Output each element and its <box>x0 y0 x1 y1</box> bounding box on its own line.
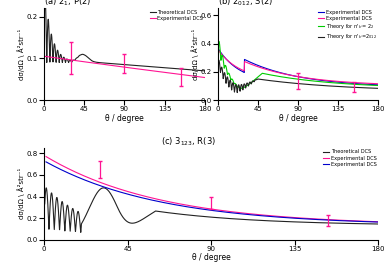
Experimental DCS <box>144 68 149 72</box>
Theoretical DCS <box>199 69 204 72</box>
Theory for n$'_{k'}$= 2$_2$ <box>215 46 220 49</box>
Theory for n$'_{k'}$=2$_{012}$ <box>284 81 289 84</box>
Experimental DCS <box>43 55 47 58</box>
Experimental DCS <box>245 213 250 216</box>
Theory for n$'_{k'}$=2$_{012}$ <box>215 61 220 65</box>
Y-axis label: dσ/dΩ \ Å²str⁻¹: dσ/dΩ \ Å²str⁻¹ <box>191 28 199 80</box>
Y-axis label: dσ/dΩ \ Å²str⁻¹: dσ/dΩ \ Å²str⁻¹ <box>18 28 25 80</box>
Theory for n$'_{k'}$=2$_{012}$ <box>235 91 240 94</box>
Theoretical DCS <box>78 231 83 234</box>
Experimental DCS <box>53 56 57 59</box>
Experimental DCS <box>64 170 69 174</box>
Experimental DCS <box>313 78 318 81</box>
Theoretical DCS <box>60 58 65 62</box>
Theoretical DCS <box>104 61 108 65</box>
Line: Theoretical DCS: Theoretical DCS <box>45 188 378 232</box>
Experimental DCS <box>354 82 358 85</box>
Experimental DCS <box>44 155 48 158</box>
Experimental DCS <box>318 78 323 81</box>
Line: Theory for n$'_{k'}$= 2$_2$: Theory for n$'_{k'}$= 2$_2$ <box>218 41 378 89</box>
Theoretical DCS <box>376 222 381 226</box>
Experimental DCS <box>216 49 221 52</box>
X-axis label: θ / degree: θ / degree <box>192 253 230 262</box>
Legend: Theoretical DCS, Experimental DCS, Experimental DCS: Theoretical DCS, Experimental DCS, Exper… <box>323 149 377 167</box>
Theoretical DCS <box>100 186 105 190</box>
Experimental DCS <box>255 214 260 217</box>
X-axis label: θ / degree: θ / degree <box>105 114 144 123</box>
Theoretical DCS <box>369 222 374 226</box>
Theoretical DCS <box>170 212 175 215</box>
Experimental DCS <box>237 211 241 214</box>
Experimental DCS <box>296 217 300 220</box>
Theory for n$'_{k'}$= 2$_2$ <box>234 83 238 86</box>
Line: Experimental DCS: Experimental DCS <box>46 162 378 222</box>
Experimental DCS <box>136 67 140 70</box>
Experimental DCS <box>226 60 231 63</box>
Text: (c) 3$_{123}$, R(3): (c) 3$_{123}$, R(3) <box>161 135 216 148</box>
Experimental DCS <box>226 59 231 63</box>
Theory for n$'_{k'}$=2$_{012}$ <box>234 84 238 87</box>
Experimental DCS <box>180 73 185 76</box>
Text: (a) 2$_1$, P(2): (a) 2$_1$, P(2) <box>44 0 91 8</box>
Legend: Experimental DCS, Experimental DCS, Theory for n$'_{k'}$= 2$_2$, Theory for n$'_: Experimental DCS, Experimental DCS, Theo… <box>318 10 377 41</box>
Theory for n$'_{k'}$= 2$_2$ <box>238 87 243 90</box>
Line: Experimental DCS: Experimental DCS <box>218 49 378 85</box>
Experimental DCS <box>140 68 144 71</box>
Experimental DCS <box>255 213 260 216</box>
Experimental DCS <box>354 81 358 84</box>
X-axis label: θ / degree: θ / degree <box>278 114 317 123</box>
Experimental DCS <box>376 220 381 223</box>
Theory for n$'_{k'}$=2$_{012}$ <box>373 87 377 90</box>
Theory for n$'_{k'}$=2$_{012}$ <box>356 86 360 89</box>
Experimental DCS <box>376 220 381 224</box>
Experimental DCS <box>376 83 381 87</box>
Y-axis label: dσ/dΩ \ Å²str⁻¹: dσ/dΩ \ Å²str⁻¹ <box>18 168 25 219</box>
Experimental DCS <box>338 81 342 84</box>
Theoretical DCS <box>111 62 115 65</box>
Theoretical DCS <box>101 186 106 190</box>
Theoretical DCS <box>70 59 74 63</box>
Experimental DCS <box>309 77 314 80</box>
Experimental DCS <box>237 212 241 215</box>
Theoretical DCS <box>334 221 338 225</box>
Experimental DCS <box>64 166 69 169</box>
Experimental DCS <box>202 76 207 79</box>
Experimental DCS <box>318 79 323 82</box>
Experimental DCS <box>330 218 334 221</box>
Experimental DCS <box>216 48 221 51</box>
Experimental DCS <box>296 216 300 219</box>
Theory for n$'_{k'}$= 2$_2$ <box>373 84 377 87</box>
Text: (b) 2$_{012}$, S(2): (b) 2$_{012}$, S(2) <box>218 0 273 8</box>
Legend: Theoretical DCS, Experimental DCS: Theoretical DCS, Experimental DCS <box>150 10 203 21</box>
Line: Theory for n$'_{k'}$=2$_{012}$: Theory for n$'_{k'}$=2$_{012}$ <box>218 60 378 93</box>
Line: Experimental DCS: Experimental DCS <box>46 156 378 222</box>
Theory for n$'_{k'}$=2$_{012}$ <box>243 85 248 89</box>
Theory for n$'_{k'}$= 2$_2$ <box>284 76 289 79</box>
Theoretical DCS <box>42 10 47 14</box>
Theory for n$'_{k'}$=2$_{012}$ <box>376 87 381 90</box>
Theory for n$'_{k'}$= 2$_2$ <box>277 75 282 78</box>
Line: Experimental DCS: Experimental DCS <box>218 50 378 84</box>
Theoretical DCS <box>182 68 187 71</box>
Theory for n$'_{k'}$=2$_{012}$ <box>217 58 221 62</box>
Line: Experimental DCS: Experimental DCS <box>45 56 205 78</box>
Experimental DCS <box>44 160 48 164</box>
Experimental DCS <box>164 71 169 74</box>
Theoretical DCS <box>185 213 190 216</box>
Theory for n$'_{k'}$= 2$_2$ <box>217 40 221 43</box>
Experimental DCS <box>245 212 250 215</box>
Line: Theoretical DCS: Theoretical DCS <box>45 0 205 71</box>
Theoretical DCS <box>202 69 207 73</box>
Theory for n$'_{k'}$= 2$_2$ <box>243 85 248 88</box>
Theoretical DCS <box>42 202 47 206</box>
Theory for n$'_{k'}$=2$_{012}$ <box>277 80 282 83</box>
Experimental DCS <box>309 77 314 81</box>
Experimental DCS <box>376 82 381 85</box>
Theoretical DCS <box>81 220 85 223</box>
Experimental DCS <box>313 78 318 81</box>
Experimental DCS <box>338 80 342 83</box>
Theory for n$'_{k'}$= 2$_2$ <box>356 83 360 86</box>
Experimental DCS <box>330 219 334 222</box>
Theory for n$'_{k'}$= 2$_2$ <box>376 84 381 87</box>
